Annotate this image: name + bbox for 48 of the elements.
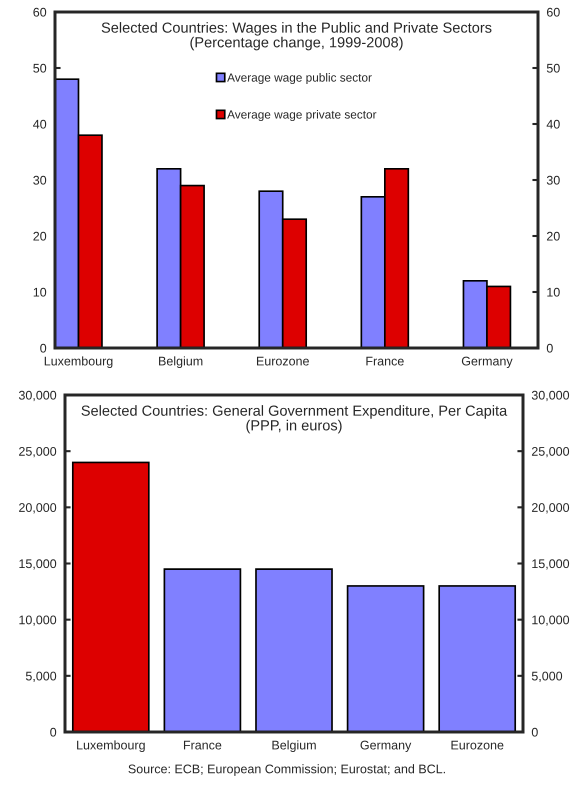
bar	[438, 585, 516, 732]
y2-tick-label: 50	[546, 64, 560, 73]
x-tick-label: France	[184, 740, 222, 750]
x-tick-label: Belgium	[272, 740, 316, 752]
y-tick-label: 60	[33, 8, 46, 17]
y-tick-label: 10	[34, 288, 46, 297]
x-tick-label: Luxembourg	[44, 356, 112, 368]
x-tick-label: France	[366, 356, 404, 366]
y-tick-label: 5,000	[26, 672, 56, 682]
y2-tick-label: 0	[532, 728, 538, 737]
y-tick-label: 20,000	[19, 503, 56, 514]
bar	[255, 568, 333, 732]
y2-tick-label: 5,000	[532, 672, 562, 682]
y2-tick-label: 30	[546, 176, 560, 185]
x-tick-label: Luxembourg	[77, 740, 145, 752]
y2-tick-label: 10	[547, 288, 560, 297]
y2-tick-label: 0	[546, 344, 553, 353]
text: Selected Countries: Wages in the Public and Private Sectors (Percentage change, 1999-2008)	[102, 22, 492, 50]
y-tick-label: 15,000	[19, 559, 56, 570]
bar	[164, 568, 242, 732]
y-tick-label: 50	[33, 64, 46, 73]
x-tick-label: Eurozone	[256, 356, 309, 366]
y-tick-label: 30	[33, 176, 46, 185]
y-tick-label: 40	[33, 120, 46, 129]
y2-tick-label: 10,000	[532, 615, 570, 626]
y2-tick-label: 25,000	[532, 446, 570, 458]
y-tick-label: 25,000	[19, 446, 56, 458]
y-tick-label: 20	[33, 232, 46, 241]
y-tick-label: 10,000	[19, 615, 56, 626]
bar	[72, 462, 150, 732]
x-tick-label: Eurozone	[451, 740, 504, 750]
x-tick-label: Belgium	[159, 356, 202, 368]
legend-label: Average wage private sector	[227, 110, 376, 122]
x-tick-label: Germany	[462, 356, 513, 368]
y-tick-label: 0	[40, 344, 46, 353]
y2-tick-label: 20,000	[532, 503, 570, 514]
x-tick-label: Germany	[360, 740, 412, 752]
y2-tick-label: 40	[546, 120, 560, 129]
y2-tick-label: 30,000	[532, 390, 570, 402]
source-note: Source: ECB; European Commission; Eurostat; and BCL.	[128, 764, 445, 776]
legend-label: Average wage public sector	[227, 73, 372, 84]
y-tick-label: 0	[50, 728, 56, 737]
y2-tick-label: 15,000	[532, 559, 570, 570]
y2-tick-label: 60	[546, 8, 560, 17]
y2-tick-label: 20	[546, 232, 560, 241]
bar	[346, 585, 424, 732]
y-tick-label: 30,000	[18, 390, 56, 402]
text: Selected Countries: General Government Expenditure, Per Capita (PPP, in euros)	[81, 405, 508, 434]
